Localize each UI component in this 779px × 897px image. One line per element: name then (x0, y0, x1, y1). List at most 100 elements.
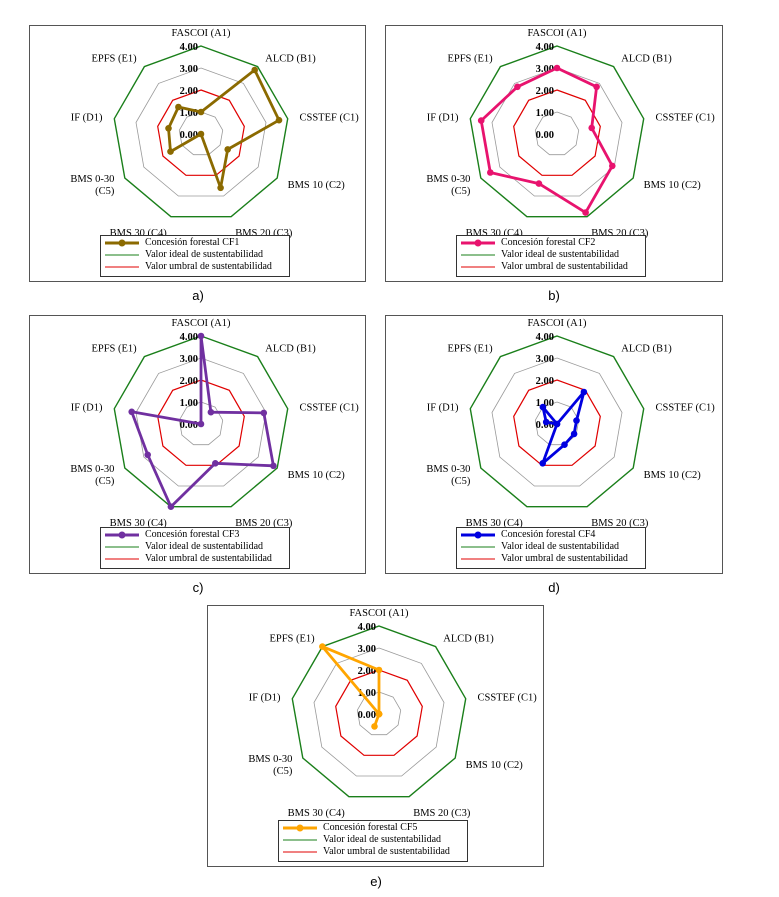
tick-label: 3.00 (358, 644, 376, 655)
tick-label: 1.00 (536, 108, 554, 119)
grid-ring (313, 647, 445, 777)
data-point (167, 503, 175, 510)
data-point (588, 124, 595, 132)
tick-label: 1.00 (358, 688, 376, 699)
axis-label-line: EPFS (E1) (269, 633, 315, 644)
legend-series-swatch (461, 238, 495, 248)
data-point (128, 408, 135, 416)
axis-label: EPFS (E1) (91, 343, 137, 354)
axis-label: FASCOI (A1) (349, 608, 409, 619)
data-point (260, 409, 268, 417)
axis-label: FASCOI (A1) (527, 318, 587, 329)
legend-threshold-swatch (461, 262, 495, 272)
axis-label: ALCD (B1) (621, 53, 672, 64)
axis-label: BMS 20 (C3) (235, 228, 293, 239)
data-point (561, 441, 568, 448)
radar-chart-e: 0.00 1.00 2.00 3.00 4.00 FASCOI (A1) ALCD (B1)… (248, 608, 538, 819)
radar-chart-c: 0.00 1.00 2.00 3.00 4.00 FASCOI (A1) ALCD (B1)… (70, 318, 360, 529)
axis-label: BMS 10 (C2) (288, 180, 346, 191)
tick-label: 0.00 (180, 420, 198, 431)
axis-label: FASCOI (A1) (171, 318, 231, 329)
data-point (570, 430, 578, 438)
axis-label-line: IF (D1) (249, 693, 281, 704)
axis-label: BMS 10 (C2) (644, 470, 702, 481)
legend-series-row: Concesión forestal CF4 (461, 529, 641, 541)
legend-threshold-swatch (105, 262, 139, 272)
axis-label: CSSTEF (C1) (300, 403, 360, 414)
legend-threshold-row: Valor umbral de sustentabilidad (105, 553, 285, 565)
panel-label-a: a) (192, 288, 204, 303)
legend-ideal-swatch (105, 250, 139, 260)
legend-d: Concesión forestal CF4 Valor ideal de su… (456, 527, 646, 569)
legend-ideal-label: Valor ideal de sustentabilidad (323, 834, 442, 845)
axis-label-line: BMS 10 (C2) (288, 180, 346, 191)
axis-label: IF (D1) (427, 113, 459, 124)
axis-label-line: BMS 30 (C4) (288, 808, 346, 819)
axis-label-line: CSSTEF (C1) (656, 403, 716, 414)
legend-ideal-row: Valor ideal de sustentabilidad (105, 249, 285, 261)
axis-label-line: ALCD (B1) (621, 53, 672, 64)
tick-label: 3.00 (180, 64, 198, 75)
axis-label: EPFS (E1) (91, 53, 137, 64)
chart-panel-c: 0.00 1.00 2.00 3.00 4.00 FASCOI (A1) ALCD (B1)… (29, 315, 366, 574)
axis-label-line: FASCOI (A1) (171, 28, 231, 39)
legend-e: Concesión forestal CF5 Valor ideal de su… (278, 820, 468, 862)
tick-label: 4.00 (358, 622, 376, 633)
series-line (541, 390, 586, 465)
data-point (275, 116, 283, 124)
tick-label: 2.00 (536, 86, 554, 97)
axis-label: CSSTEF (C1) (656, 113, 716, 124)
data-point (212, 460, 219, 467)
threshold-ring (513, 379, 601, 466)
tick-label: 3.00 (536, 64, 554, 75)
axis-label: ALCD (B1) (265, 53, 316, 64)
legend-series-swatch (461, 530, 495, 540)
axis-label: BMS 10 (C2) (288, 470, 346, 481)
legend-ideal-swatch (461, 542, 495, 552)
tick-label: 2.00 (180, 86, 198, 97)
legend-threshold-label: Valor umbral de sustentabilidad (501, 553, 628, 564)
chart-panel-d: 0.00 1.00 2.00 3.00 4.00 FASCOI (A1) ALCD (B1)… (385, 315, 723, 574)
axis-label-line: FASCOI (A1) (171, 318, 231, 329)
legend-threshold-row: Valor umbral de sustentabilidad (105, 261, 285, 273)
data-point (165, 125, 172, 132)
grid-ring (178, 111, 224, 156)
axis-label: BMS 20 (C3) (235, 518, 293, 529)
legend-threshold-swatch (283, 847, 317, 857)
data-point (477, 117, 485, 124)
axis-label: BMS 0-30 (C5) (70, 464, 115, 487)
data-point (319, 643, 326, 650)
series-line (130, 334, 275, 509)
axis-label-line: EPFS (E1) (91, 343, 137, 354)
axis-label-line: BMS 0-30 (70, 174, 114, 185)
tick-label: 0.00 (536, 130, 554, 141)
axis-label: FASCOI (A1) (171, 28, 231, 39)
axis-label-line: BMS 10 (C2) (288, 470, 346, 481)
axis-label-line: FASCOI (A1) (527, 28, 587, 39)
legend-ideal-label: Valor ideal de sustentabilidad (501, 249, 620, 260)
legend-threshold-swatch (105, 554, 139, 564)
legend-threshold-label: Valor umbral de sustentabilidad (501, 261, 628, 272)
threshold-ring (513, 89, 601, 176)
axis-label-line: FASCOI (A1) (349, 608, 409, 619)
data-point (197, 332, 205, 340)
tick-label: 2.00 (358, 666, 376, 677)
axis-label-line: CSSTEF (C1) (300, 403, 360, 414)
axis-label-line: BMS 0-30 (248, 754, 292, 765)
axis-label-line: BMS 30 (C4) (466, 228, 524, 239)
tick-label: 4.00 (180, 42, 198, 53)
tick-label: 4.00 (180, 332, 198, 343)
axis-label: EPFS (E1) (447, 53, 493, 64)
legend-threshold-row: Valor umbral de sustentabilidad (283, 846, 463, 858)
axis-label: BMS 30 (C4) (466, 518, 524, 529)
axis-label-line: BMS 20 (C3) (591, 228, 649, 239)
threshold-ring (335, 669, 423, 756)
data-point (371, 723, 378, 730)
axis-label: BMS 20 (C3) (591, 518, 649, 529)
axis-label-line: BMS 30 (C4) (110, 518, 168, 529)
axis-label-line: BMS 20 (C3) (591, 518, 649, 529)
legend-series-label: Concesión forestal CF4 (501, 529, 596, 540)
legend-threshold-row: Valor umbral de sustentabilidad (461, 261, 641, 273)
tick-label: 3.00 (180, 354, 198, 365)
axis-label-line: CSSTEF (C1) (478, 693, 538, 704)
